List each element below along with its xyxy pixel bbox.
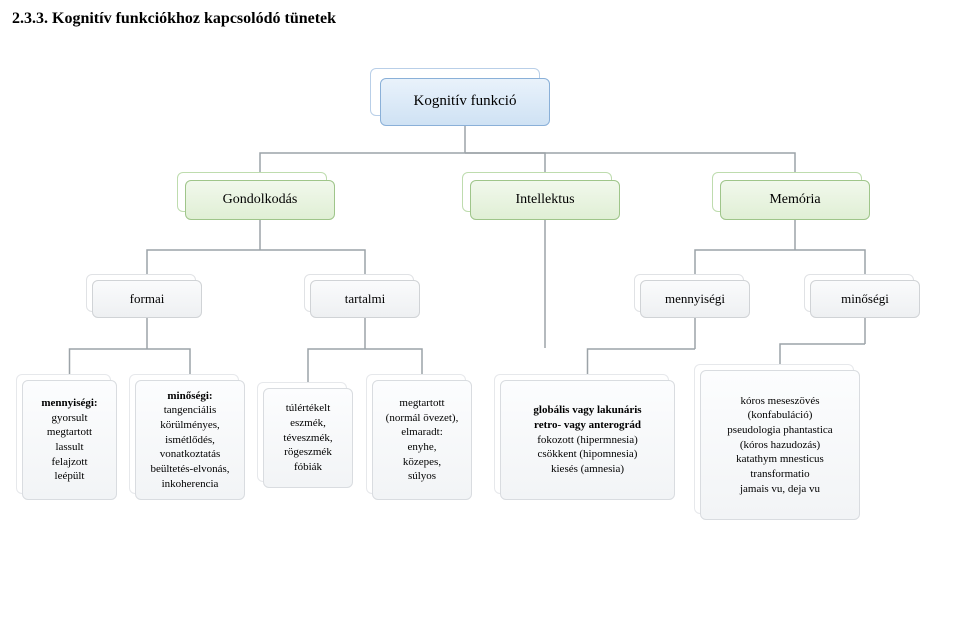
- node-l4f-line: jamais vu, deja vu: [740, 483, 820, 496]
- node-l4f-line: (konfabuláció): [748, 409, 813, 422]
- node-l4d-line: elmaradt:: [401, 426, 443, 439]
- node-l4b-line: körülményes,: [160, 419, 220, 432]
- node-l4f-line: katathym mnesticus: [736, 453, 824, 466]
- node-mennyisegi3: mennyiségi: [640, 280, 750, 318]
- node-l4e-line: csökkent (hipomnesia): [538, 448, 638, 461]
- node-l4a: mennyiségi: gyorsultmegtartott lassult fela…: [22, 380, 117, 500]
- node-l4d-line: (normál övezet),: [386, 412, 459, 425]
- node-l4f-line: pseudologia phantastica: [727, 424, 832, 437]
- node-formai: formai: [92, 280, 202, 318]
- diagram-page: 2.3.3. Kognitív funkciókhoz kapcsolódó t…: [0, 0, 960, 637]
- node-l4b-line: tangenciális: [164, 404, 217, 417]
- node-l4b: minőségi:tangenciális körülményes, ismétlő…: [135, 380, 245, 500]
- node-l4d: megtartott (normál övezet),elmaradt: enyhe…: [372, 380, 472, 500]
- node-l4a-line: lassult: [55, 441, 83, 454]
- node-l4e-line: kiesés (amnesia): [551, 463, 624, 476]
- node-tartalmi: tartalmi: [310, 280, 420, 318]
- node-memoria: Memória: [720, 180, 870, 220]
- node-l4a-line: felajzott: [51, 456, 87, 469]
- node-l4c-line: túlértékelt: [286, 402, 331, 415]
- node-intellektus: Intellektus: [470, 180, 620, 220]
- node-l4f: kóros meseszövés(konfabuláció) pseudologi…: [700, 370, 860, 520]
- node-l4b-line: ismétlődés,: [165, 434, 215, 447]
- node-gondolkodas: Gondolkodás: [185, 180, 335, 220]
- node-l4d-line: megtartott: [399, 397, 444, 410]
- node-minosegi3: minőségi: [810, 280, 920, 318]
- node-l4c-line: rögeszmék: [284, 446, 332, 459]
- root-node: Kognitív funkció: [380, 78, 550, 126]
- section-heading: 2.3.3. Kognitív funkciókhoz kapcsolódó t…: [12, 10, 336, 28]
- node-l4c: túlértékelt eszmék, téveszmék,rögeszmék fób…: [263, 388, 353, 488]
- node-l4c-line: téveszmék,: [283, 432, 332, 445]
- node-l4d-line: enyhe,: [407, 441, 436, 454]
- node-l4d-line: közepes,: [403, 456, 441, 469]
- node-l4c-line: fóbiák: [294, 461, 322, 474]
- node-l4b-line: vonatkoztatás: [160, 448, 220, 461]
- node-l4e-line: globális vagy lakunáris: [533, 404, 641, 417]
- node-l4e: globális vagy lakunáris retro- vagy anter…: [500, 380, 675, 500]
- node-l4f-line: transformatio: [750, 468, 809, 481]
- node-l4c-line: eszmék,: [290, 417, 326, 430]
- node-l4f-line: (kóros hazudozás): [740, 439, 820, 452]
- node-l4b-line: beültetés-elvonás,: [150, 463, 229, 476]
- node-l4f-line: kóros meseszövés: [740, 395, 819, 408]
- node-l4a-line: mennyiségi:: [41, 397, 97, 410]
- node-l4a-line: gyorsult: [51, 412, 87, 425]
- node-l4a-line: leépült: [55, 470, 85, 483]
- node-l4a-line: megtartott: [47, 426, 92, 439]
- node-l4b-line: minőségi:: [167, 390, 212, 403]
- node-l4e-line: fokozott (hipermnesia): [537, 434, 638, 447]
- node-l4d-line: súlyos: [408, 470, 436, 483]
- node-l4b-line: inkoherencia: [162, 478, 219, 491]
- node-l4e-line: retro- vagy anterográd: [534, 419, 641, 432]
